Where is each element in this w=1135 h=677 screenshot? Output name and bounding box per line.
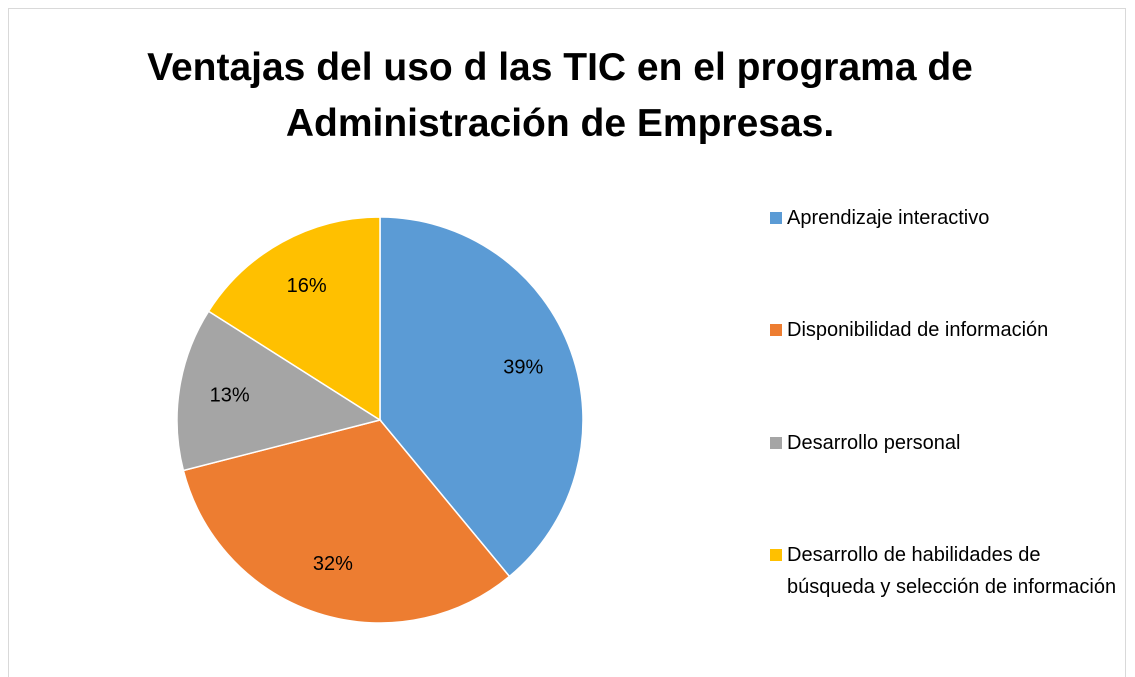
legend-swatch <box>770 437 782 449</box>
legend-label: Desarrollo de habilidades de búsqueda y … <box>787 544 1117 598</box>
legend-label: Disponibilidad de información <box>787 319 1049 341</box>
pie-slice <box>207 216 381 422</box>
chart-frame <box>8 8 1126 677</box>
legend-label: Aprendizaje interactivo <box>787 207 990 229</box>
data-label: 16% <box>287 275 327 297</box>
legend-swatch <box>770 324 782 336</box>
data-label: 39% <box>503 357 543 379</box>
legend-swatch <box>770 549 782 561</box>
legend-item: Disponibilidad de información <box>770 314 1120 346</box>
legend-label: Desarrollo personal <box>787 432 961 454</box>
data-label: 32% <box>313 553 353 575</box>
legend-item: Desarrollo de habilidades de búsqueda y … <box>770 539 1120 603</box>
pie-slice <box>182 419 511 624</box>
pie-slice <box>176 310 382 472</box>
pie-slice <box>379 216 584 578</box>
legend-item: Desarrollo personal <box>770 427 1120 459</box>
data-label: 13% <box>210 384 250 406</box>
legend-item: Aprendizaje interactivo <box>770 202 1120 234</box>
legend-swatch <box>770 212 782 224</box>
chart-title: Ventajas del uso d las TIC en el program… <box>147 46 973 145</box>
